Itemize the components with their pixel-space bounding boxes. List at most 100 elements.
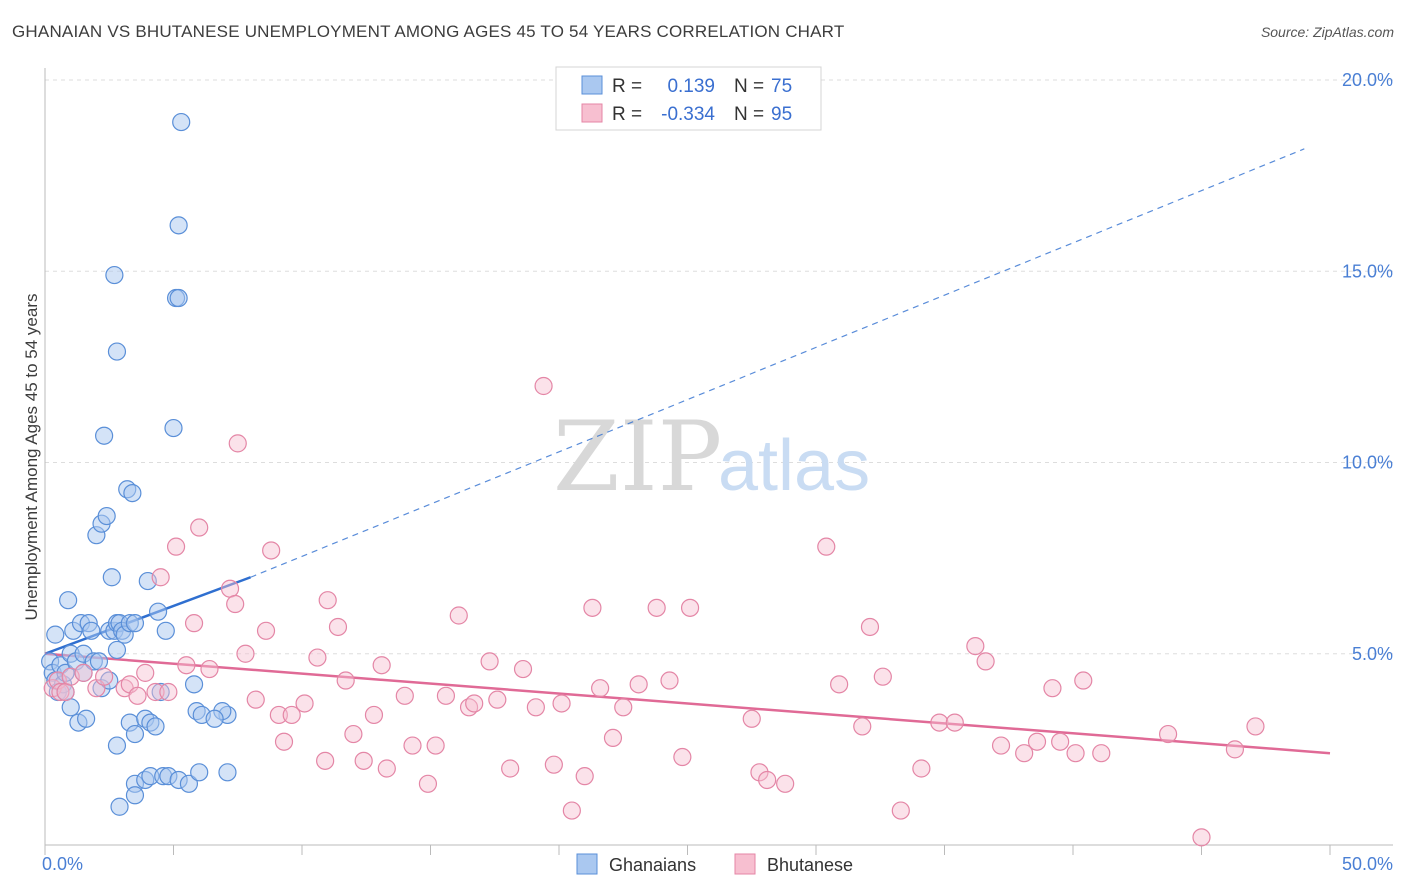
bhutanese-point xyxy=(1246,717,1265,736)
bhutanese-point xyxy=(526,698,545,717)
bottom-legend-bhutanese: Bhutanese xyxy=(767,855,853,875)
chart-title: GHANAIAN VS BHUTANESE UNEMPLOYMENT AMONG… xyxy=(12,22,845,41)
x-tick-label-1: 50.0% xyxy=(1342,854,1393,874)
bhutanese-point xyxy=(316,751,335,770)
bhutanese-point xyxy=(544,755,563,774)
bhutanese-point xyxy=(552,694,571,713)
legend-r-value-1: 0.139 xyxy=(667,76,715,97)
bhutanese-point xyxy=(449,606,468,625)
ghanaian-point xyxy=(190,763,209,782)
bhutanese-point xyxy=(1066,744,1085,763)
ghanaian-point xyxy=(205,709,224,728)
ghanaian-point xyxy=(59,591,78,610)
bhutanese-point xyxy=(151,568,170,587)
bottom-legend-swatch-ghanaians xyxy=(576,853,598,875)
ghanaian-point xyxy=(110,797,129,816)
ghanaian-point xyxy=(169,288,188,308)
bhutanese-point xyxy=(354,751,373,770)
bhutanese-point xyxy=(344,724,363,744)
bhutanese-point xyxy=(128,686,147,705)
ghanaian-points xyxy=(41,112,237,816)
bhutanese-point xyxy=(318,591,337,610)
bhutanese-point xyxy=(364,705,384,725)
bhutanese-point xyxy=(1043,679,1062,698)
bhutanese-points xyxy=(43,376,1265,847)
bhutanese-point xyxy=(583,598,602,617)
axes xyxy=(44,68,1393,855)
bhutanese-point xyxy=(184,614,204,633)
bhutanese-point xyxy=(891,801,910,820)
y-axis-label: Unemployment Among Ages 45 to 54 years xyxy=(22,294,41,621)
bhutanese-point xyxy=(742,709,761,728)
bhutanese-point xyxy=(758,770,777,790)
ghanaian-point xyxy=(61,698,80,717)
ghanaian-point xyxy=(156,621,175,640)
bhutanese-point xyxy=(966,636,985,656)
bottom-legend-swatch-bhutanese xyxy=(734,853,756,875)
y-tick-label-3: 20.0% xyxy=(1342,70,1393,90)
bhutanese-point xyxy=(226,594,245,614)
ghanaian-point xyxy=(125,724,145,744)
bhutanese-point xyxy=(647,598,666,617)
ghanaian-point xyxy=(105,265,124,285)
ghanaian-point xyxy=(102,568,121,587)
legend-n-value-2: 95 xyxy=(771,104,792,125)
bhutanese-point xyxy=(853,717,872,736)
bhutanese-point xyxy=(190,518,209,537)
bhutanese-point xyxy=(159,682,178,702)
bhutanese-point xyxy=(750,763,769,782)
bhutanese-point xyxy=(930,713,949,732)
bhutanese-point xyxy=(395,686,414,705)
legend-swatch-bhutanese xyxy=(581,103,603,123)
bhutanese-point xyxy=(873,667,892,686)
bhutanese-point xyxy=(1158,724,1178,744)
source-label: Source: ZipAtlas.com xyxy=(1260,24,1394,40)
bhutanese-point xyxy=(426,736,445,755)
bhutanese-point xyxy=(56,682,75,702)
bhutanese-point xyxy=(603,728,623,748)
bhutanese-point xyxy=(1051,732,1070,751)
bhutanese-point xyxy=(912,759,931,778)
ghanaian-point xyxy=(125,786,145,805)
bhutanese-point xyxy=(465,694,484,713)
bhutanese-point xyxy=(976,652,995,671)
legend-n-label-2: N = xyxy=(734,104,764,125)
bhutanese-point xyxy=(328,617,348,637)
bhutanese-point xyxy=(480,652,499,671)
bhutanese-point xyxy=(991,736,1011,755)
bhutanese-point xyxy=(1092,744,1111,763)
ghanaian-trend-dashed xyxy=(250,148,1305,578)
bottom-legend-ghanaians: Ghanaians xyxy=(609,855,696,875)
bhutanese-point xyxy=(1225,740,1245,759)
ghanaian-point xyxy=(164,418,183,438)
legend-r-label-2: R = xyxy=(612,104,642,125)
ghanaian-point xyxy=(179,774,199,793)
bhutanese-point xyxy=(74,663,93,682)
bhutanese-point xyxy=(403,736,422,755)
bhutanese-point xyxy=(418,774,438,793)
bhutanese-point xyxy=(236,644,255,663)
ghanaian-point xyxy=(123,484,142,503)
bhutanese-point xyxy=(817,537,836,556)
bhutanese-point xyxy=(262,541,281,560)
bhutanese-point xyxy=(51,682,70,702)
bhutanese-point xyxy=(136,663,155,682)
bhutanese-point xyxy=(673,747,692,767)
y-tick-label-0: 5.0% xyxy=(1352,644,1393,664)
bhutanese-point xyxy=(591,679,610,698)
watermark-atlas: atlas xyxy=(718,426,870,506)
bhutanese-point xyxy=(680,598,700,617)
legend-r-value-2: -0.334 xyxy=(661,104,715,125)
bhutanese-point xyxy=(1027,732,1047,751)
ghanaian-point xyxy=(125,614,145,633)
bhutanese-point xyxy=(1192,828,1211,847)
ghanaian-point xyxy=(218,763,237,782)
bhutanese-point xyxy=(945,713,964,732)
bhutanese-point xyxy=(562,801,581,820)
y-tick-labels: 5.0% 10.0% 15.0% 20.0% xyxy=(1342,70,1393,664)
bhutanese-point xyxy=(513,659,533,679)
bhutanese-point xyxy=(534,376,553,396)
bhutanese-point xyxy=(146,682,165,702)
watermark-zip: ZIP xyxy=(553,401,722,513)
